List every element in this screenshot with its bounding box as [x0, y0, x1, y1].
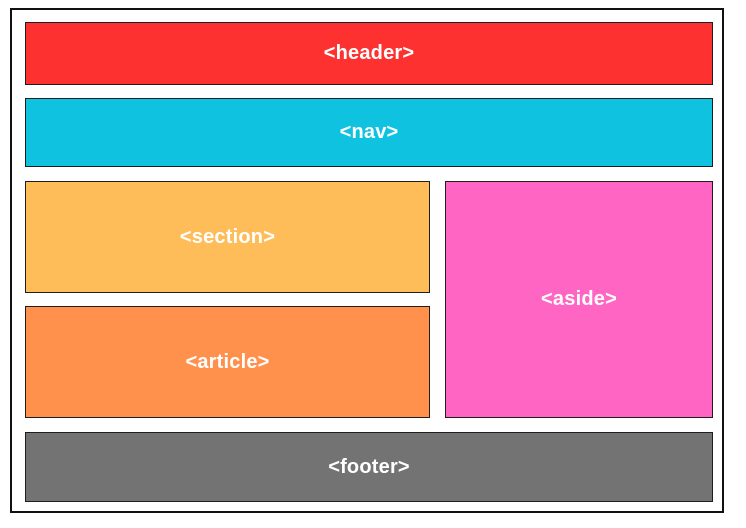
footer-block: <footer>: [25, 432, 713, 502]
nav-block: <nav>: [25, 98, 713, 167]
aside-block: <aside>: [445, 181, 713, 418]
footer-label: <footer>: [328, 455, 410, 478]
section-label: <section>: [179, 225, 276, 248]
nav-label: <nav>: [339, 121, 399, 143]
section-block: <section>: [25, 181, 430, 293]
article-block: <article>: [25, 306, 430, 418]
header-block: <header>: [25, 22, 713, 85]
article-label: <article>: [185, 350, 270, 373]
aside-label: <aside>: [541, 288, 617, 310]
header-label: <header>: [323, 42, 415, 64]
